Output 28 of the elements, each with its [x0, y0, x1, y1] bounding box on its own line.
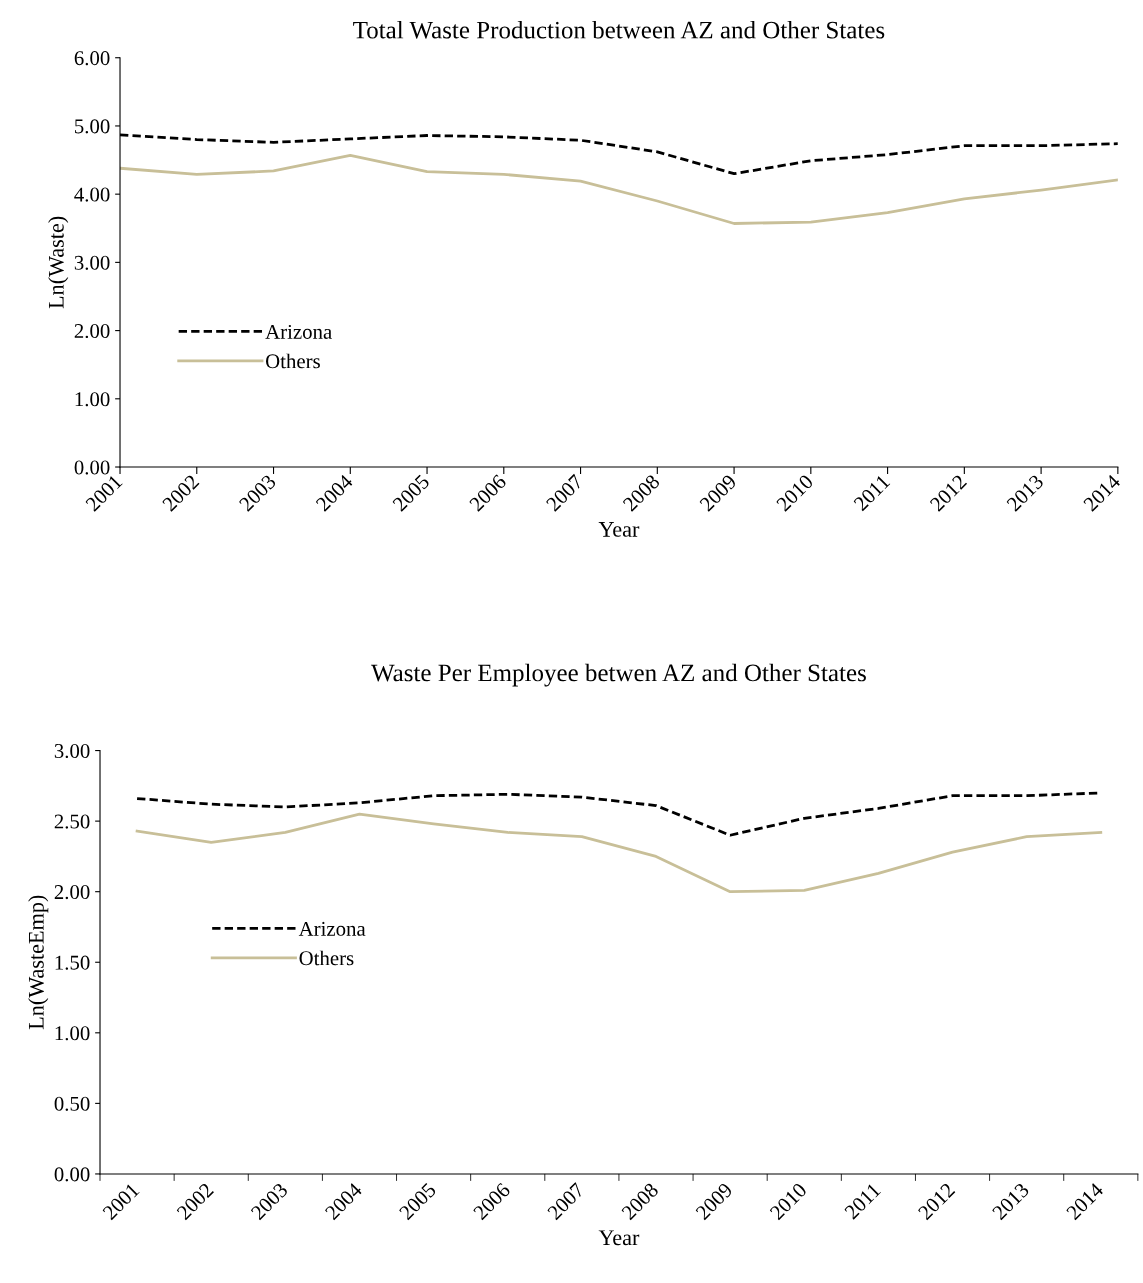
y-tick-label: 1.00 [55, 1026, 90, 1041]
x-axis-title: Year [598, 1230, 640, 1246]
y-axis-title: Ln(WasteEmp) [28, 895, 49, 1030]
y-tick-label: 0.00 [74, 460, 110, 475]
legend-label: Arizona [265, 324, 332, 339]
y-tick-label: 3.00 [74, 255, 110, 270]
y-tick-label: 5.00 [75, 119, 110, 134]
legend-label: Arizona [298, 921, 366, 936]
y-axis-title: Ln(Waste) [48, 216, 69, 309]
legend-label: Others [265, 353, 320, 369]
y-tick-label: 0.50 [54, 1096, 90, 1111]
legend-label: Others [299, 950, 354, 966]
x-tick-label: 2011 [853, 474, 891, 512]
y-tick-label: 3.00 [54, 743, 90, 759]
chart-title: Total Waste Production between AZ and Other States [353, 20, 885, 39]
y-tick-label: 1.00 [75, 392, 110, 407]
y-tick-label: 2.00 [54, 885, 90, 900]
y-tick-label: 4.00 [74, 187, 110, 202]
x-axis-title: Year [598, 522, 640, 537]
y-tick-label: 2.00 [74, 323, 110, 339]
chart-title: Waste Per Employee betwen AZ and Other States [371, 663, 866, 687]
y-tick-label: 0.00 [54, 1167, 90, 1182]
x-tick-label: 2001 [102, 1182, 140, 1221]
line-series [120, 153, 1118, 225]
y-tick-label: 2.50 [54, 814, 90, 829]
y-tick-label: 6.00 [74, 51, 110, 66]
line-series [135, 812, 1103, 894]
y-tick-label: 1.50 [55, 955, 90, 970]
